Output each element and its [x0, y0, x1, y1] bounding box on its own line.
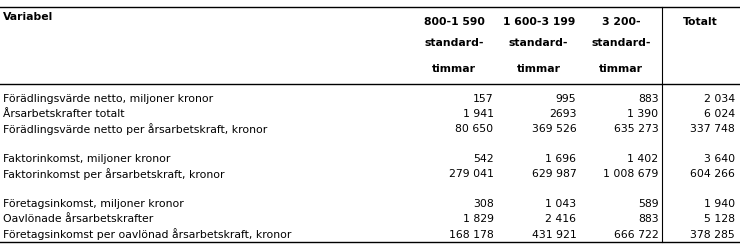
Text: 1 696: 1 696	[545, 154, 576, 164]
Text: 6 024: 6 024	[704, 109, 735, 119]
Text: 378 285: 378 285	[690, 229, 735, 240]
Text: Företagsinkomst, miljoner kronor: Företagsinkomst, miljoner kronor	[3, 199, 184, 209]
Text: timmar: timmar	[599, 64, 643, 74]
Text: 279 041: 279 041	[448, 169, 494, 179]
Text: 3 640: 3 640	[704, 154, 735, 164]
Text: Faktorinkomst, miljoner kronor: Faktorinkomst, miljoner kronor	[3, 154, 170, 164]
Text: Totalt: Totalt	[683, 17, 718, 27]
Text: 1 402: 1 402	[628, 154, 659, 164]
Text: 2 416: 2 416	[545, 214, 576, 225]
Text: standard-: standard-	[509, 38, 568, 48]
Text: Förädlingsvärde netto, miljoner kronor: Förädlingsvärde netto, miljoner kronor	[3, 94, 213, 104]
Text: 666 722: 666 722	[614, 229, 659, 240]
Text: 604 266: 604 266	[690, 169, 735, 179]
Text: 629 987: 629 987	[532, 169, 576, 179]
Text: 2693: 2693	[549, 109, 576, 119]
Text: 800-1 590: 800-1 590	[423, 17, 485, 27]
Text: 1 008 679: 1 008 679	[603, 169, 659, 179]
Text: 589: 589	[638, 199, 659, 209]
Text: 1 390: 1 390	[628, 109, 659, 119]
Text: 635 273: 635 273	[614, 124, 659, 134]
Text: timmar: timmar	[432, 64, 476, 74]
Text: 3 200-: 3 200-	[602, 17, 641, 27]
Text: 1 829: 1 829	[462, 214, 494, 225]
Text: Förädlingsvärde netto per årsarbetskraft, kronor: Förädlingsvärde netto per årsarbetskraft…	[3, 123, 267, 135]
Text: 369 526: 369 526	[532, 124, 576, 134]
Text: 2 034: 2 034	[704, 94, 735, 104]
Text: 1 941: 1 941	[462, 109, 494, 119]
Text: 1 600-3 199: 1 600-3 199	[502, 17, 575, 27]
Text: 337 748: 337 748	[690, 124, 735, 134]
Text: timmar: timmar	[517, 64, 561, 74]
Text: 431 921: 431 921	[532, 229, 576, 240]
Text: 1 043: 1 043	[545, 199, 576, 209]
Text: 308: 308	[473, 199, 494, 209]
Text: 542: 542	[473, 154, 494, 164]
Text: 883: 883	[638, 94, 659, 104]
Text: 995: 995	[556, 94, 576, 104]
Text: 883: 883	[638, 214, 659, 225]
Text: 1 940: 1 940	[704, 199, 735, 209]
Text: Variabel: Variabel	[3, 12, 53, 22]
Text: 157: 157	[473, 94, 494, 104]
Text: Oavlönade årsarbetskrafter: Oavlönade årsarbetskrafter	[3, 214, 153, 225]
Text: 168 178: 168 178	[449, 229, 494, 240]
Text: 80 650: 80 650	[455, 124, 494, 134]
Text: standard-: standard-	[424, 38, 484, 48]
Text: Faktorinkomst per årsarbetskraft, kronor: Faktorinkomst per årsarbetskraft, kronor	[3, 168, 224, 180]
Text: Årsarbetskrafter totalt: Årsarbetskrafter totalt	[3, 109, 124, 119]
Text: standard-: standard-	[591, 38, 651, 48]
Text: Företagsinkomst per oavlönad årsarbetskraft, kronor: Företagsinkomst per oavlönad årsarbetskr…	[3, 228, 292, 241]
Text: 5 128: 5 128	[704, 214, 735, 225]
